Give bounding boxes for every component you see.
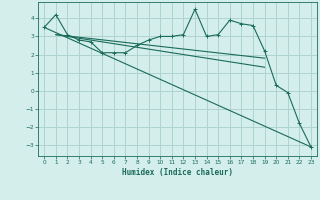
X-axis label: Humidex (Indice chaleur): Humidex (Indice chaleur) xyxy=(122,168,233,177)
